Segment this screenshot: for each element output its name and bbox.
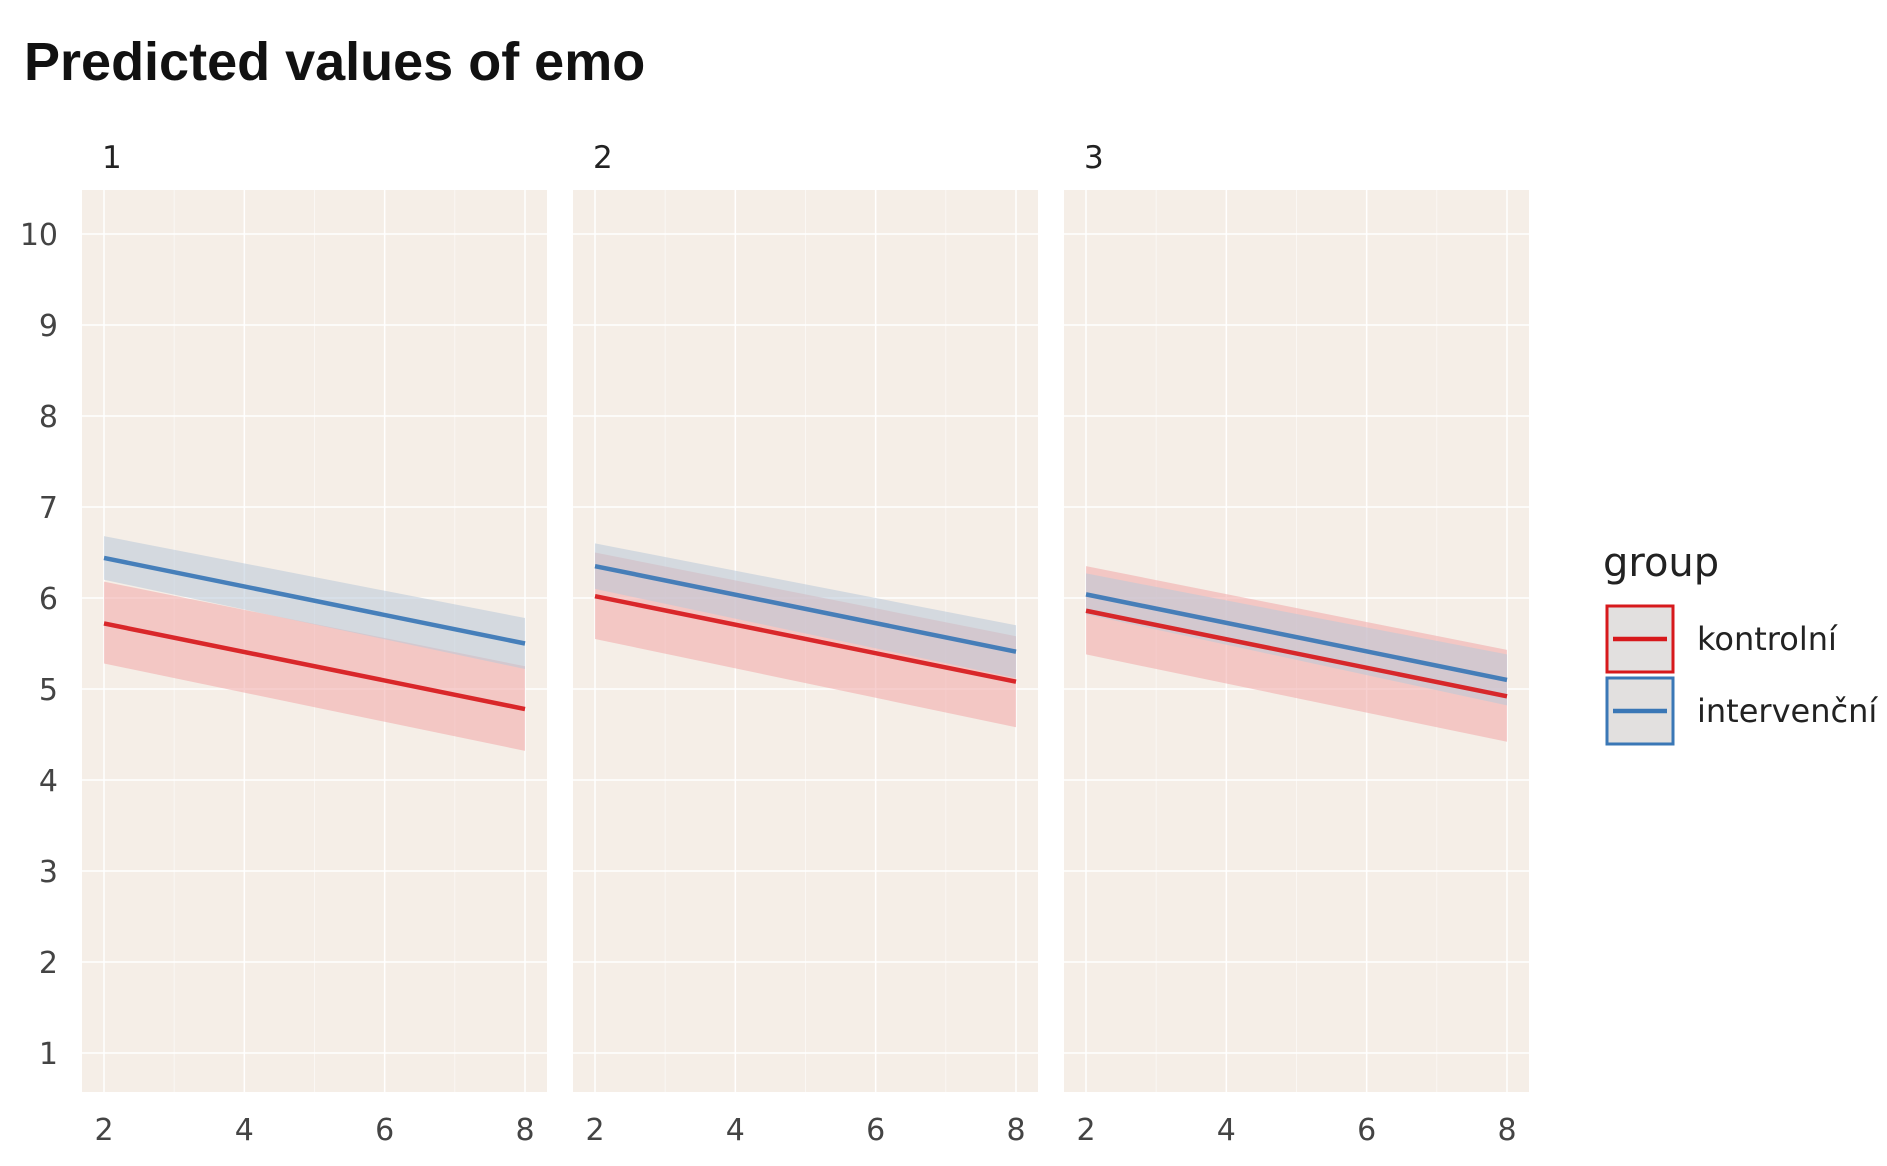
y-tick-label: 6: [39, 582, 58, 617]
x-tick-label: 2: [1076, 1113, 1095, 1148]
facet-label: 2: [593, 140, 613, 176]
legend-label: kontrolní: [1697, 620, 1838, 658]
series-line-kontrolni: [594, 593, 1017, 684]
series-line-intervencni: [103, 555, 526, 646]
facet-label: 1: [102, 140, 122, 176]
series-line-intervencni: [594, 563, 1017, 654]
facet-panel-1: 1 2 4 6 8: [82, 140, 547, 1148]
facet-panel-3: 3 2 4 6 8: [1064, 140, 1529, 1148]
legend: group kontrolní intervenční: [1603, 540, 1878, 746]
y-tick-label: 5: [39, 673, 58, 708]
x-tick-label: 8: [515, 1113, 534, 1148]
x-tick-label: 2: [94, 1113, 113, 1148]
y-tick-label: 8: [39, 400, 58, 435]
facet-panel-2: 2 2 4 6 8: [573, 140, 1038, 1148]
x-tick-label: 4: [1217, 1113, 1236, 1148]
legend-label: intervenční: [1697, 692, 1878, 730]
facet-panels: 1 2 4 6 8 2 2 4 6 8 3 2 4 6 8: [82, 140, 1529, 1148]
y-tick-label: 9: [39, 309, 58, 344]
y-tick-label: 1: [39, 1037, 58, 1072]
x-tick-label: 6: [375, 1113, 394, 1148]
series-line-kontrolni: [103, 621, 526, 712]
y-axis: 1 2 3 4 5 6 7 8 9 10: [20, 218, 58, 1072]
y-tick-label: 2: [39, 946, 58, 981]
x-tick-label: 4: [235, 1113, 254, 1148]
x-tick-label: 4: [726, 1113, 745, 1148]
legend-item-intervencni: intervenční: [1605, 676, 1878, 746]
x-tick-label: 6: [1357, 1113, 1376, 1148]
x-tick-label: 8: [1497, 1113, 1516, 1148]
x-tick-label: 8: [1006, 1113, 1025, 1148]
legend-item-kontrolni: kontrolní: [1605, 604, 1838, 674]
facet-label: 3: [1084, 140, 1104, 176]
y-tick-label: 4: [39, 764, 58, 799]
x-tick-label: 2: [585, 1113, 604, 1148]
y-tick-label: 10: [20, 218, 58, 253]
series-line-intervencni: [1085, 592, 1508, 683]
series-line-kontrolni: [1085, 608, 1508, 699]
y-tick-label: 7: [39, 491, 58, 526]
y-tick-label: 3: [39, 855, 58, 890]
chart-title: Predicted values of emo: [24, 32, 645, 92]
x-tick-label: 6: [866, 1113, 885, 1148]
legend-title: group: [1603, 540, 1719, 586]
